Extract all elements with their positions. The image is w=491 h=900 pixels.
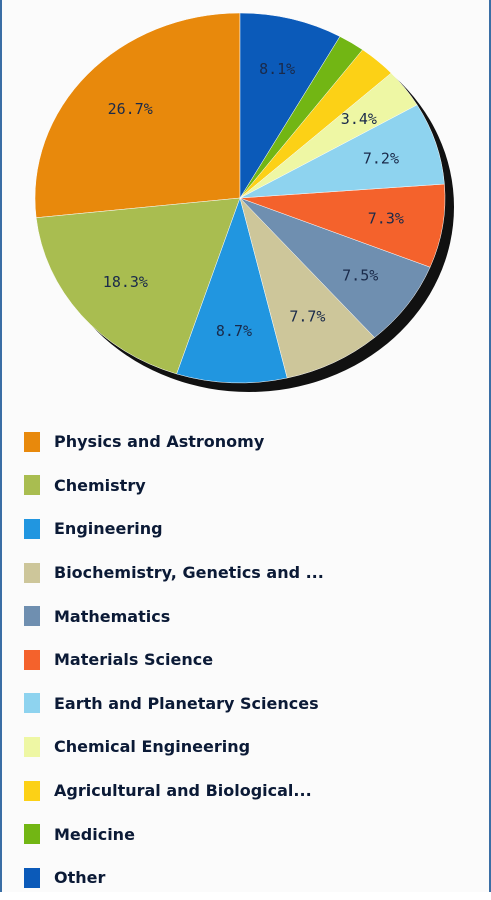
- legend-label: Chemistry: [54, 475, 146, 495]
- legend-item: Chemical Engineering: [24, 725, 324, 769]
- slice-label: 18.3%: [103, 273, 148, 291]
- legend-swatch: [24, 867, 40, 888]
- legend-swatch: [24, 475, 40, 496]
- legend-label: Earth and Planetary Sciences: [54, 693, 319, 713]
- pie-slice-chemistry: [35, 197, 241, 375]
- legend-label: Agricultural and Biological...: [54, 781, 312, 801]
- legend-item: Materials Science: [24, 638, 324, 682]
- legend-swatch: [24, 518, 40, 539]
- legend-swatch: [24, 736, 40, 757]
- slice-label: 26.7%: [108, 100, 153, 118]
- legend-swatch: [24, 693, 40, 714]
- pie-slice-physics-and-astronomy: [34, 12, 241, 218]
- legend-item: Mathematics: [24, 594, 324, 638]
- legend-item: Chemistry: [24, 464, 324, 508]
- legend-swatch: [24, 824, 40, 845]
- pie-slice-engineering: [176, 197, 288, 384]
- legend-label: Materials Science: [54, 650, 214, 670]
- legend-label: Chemical Engineering: [54, 737, 251, 757]
- legend-item: Earth and Planetary Sciences: [24, 682, 324, 726]
- legend-item: Medicine: [24, 812, 324, 856]
- pie-slice-other: [239, 12, 341, 199]
- legend-item: Other: [24, 856, 324, 900]
- pie-slice-biochemistry-genetics-and: [239, 197, 375, 379]
- slice-label: 8.1%: [259, 60, 295, 78]
- legend: Physics and Astronomy Chemistry Engineerin…: [24, 420, 324, 900]
- legend-item: Physics and Astronomy: [24, 420, 324, 464]
- legend-label: Physics and Astronomy: [54, 432, 265, 452]
- pie-chart: 26.7% 18.3% 8.7% 7.7% 7.5% 7.3% 7.2% 3.4% 8.1%: [34, 12, 454, 392]
- slice-label: 7.7%: [289, 307, 325, 325]
- slice-label: 3.4%: [341, 110, 377, 128]
- legend-item: Agricultural and Biological...: [24, 769, 324, 813]
- legend-item: Engineering: [24, 507, 324, 551]
- legend-label: Engineering: [54, 519, 163, 539]
- slice-label: 7.3%: [368, 209, 404, 227]
- slice-label: 7.5%: [342, 266, 378, 284]
- pie-slice-mathematics: [239, 197, 431, 338]
- legend-label: Biochemistry, Genetics and ...: [54, 563, 324, 583]
- legend-swatch: [24, 562, 40, 583]
- legend-swatch: [24, 606, 40, 627]
- legend-swatch: [24, 780, 40, 801]
- slice-label: 8.7%: [216, 322, 252, 340]
- legend-swatch: [24, 649, 40, 670]
- legend-label: Medicine: [54, 824, 135, 844]
- legend-label: Other: [54, 868, 106, 888]
- legend-label: Mathematics: [54, 606, 171, 626]
- slice-label: 7.2%: [363, 149, 399, 167]
- legend-swatch: [24, 431, 40, 452]
- legend-item: Biochemistry, Genetics and ...: [24, 551, 324, 595]
